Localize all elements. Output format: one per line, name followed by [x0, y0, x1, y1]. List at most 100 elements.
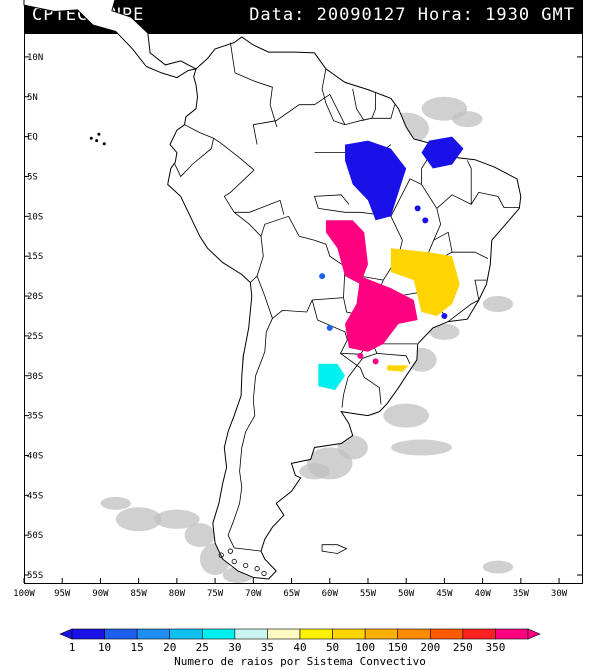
cloud-patch [391, 439, 452, 456]
small-convective-cell [357, 352, 364, 359]
lon-tick-label: 40W [474, 589, 491, 599]
country-border [377, 353, 411, 364]
galapagos-island [89, 136, 93, 140]
cloud-patch [383, 403, 429, 428]
colorbar-level-label: 40 [293, 641, 306, 654]
lon-tick-label: 70W [245, 589, 262, 599]
parana-cluster [345, 276, 418, 352]
country-border [223, 169, 264, 277]
lat-tick-label: 10S [27, 212, 43, 222]
lat-tick-label: 5N [27, 93, 38, 103]
country-border [234, 199, 285, 215]
colorbar-swatch [495, 628, 529, 640]
colorbar-level-label: 20 [163, 641, 176, 654]
lon-tick-label: 100W [13, 589, 35, 599]
mato-grosso-cluster [325, 220, 368, 285]
country-border [470, 191, 520, 209]
latitude-axis: 10N 5N EQ 5S 10S 15S 20S 25S 30S 35S 40S 45S 50S 55S [24, 53, 582, 581]
lat-tick-label: 45S [27, 491, 43, 501]
small-convective-cell [326, 324, 333, 331]
lon-tick-label: 50W [398, 589, 415, 599]
colorbar-level-label: 30 [228, 641, 241, 654]
cloud-patch [452, 111, 483, 128]
lon-tick-label: 95W [54, 589, 71, 599]
colorbar-swatch [201, 628, 236, 640]
small-convective-cell [414, 205, 421, 212]
country-border [433, 231, 453, 253]
colorbar-level-label: 25 [196, 641, 209, 654]
lon-tick-label: 60W [322, 589, 339, 599]
cloud-patch [337, 435, 368, 460]
lon-tick-label: 85W [131, 589, 148, 599]
timestamp-label: Data: 20090127 Hora: 1930 GMT [249, 5, 575, 25]
colorbar-swatch [136, 628, 171, 640]
fuegian-island [254, 566, 260, 572]
colorbar-level-label: 200 [420, 641, 440, 654]
colorbar: 1 10 15 20 25 30 35 40 50 100 150 200 250 350 [59, 628, 541, 654]
colorbar-level-label: 100 [355, 641, 375, 654]
colorbar-left-arrow [59, 628, 73, 640]
country-border [390, 178, 489, 265]
lon-tick-label: 30W [551, 589, 568, 599]
cloud-patch [115, 507, 162, 532]
colorbar-swatch [429, 628, 464, 640]
colorbar-swatch [332, 628, 366, 640]
lon-tick-label: 75W [207, 589, 224, 599]
minas-cluster [390, 248, 460, 316]
lon-tick-label: 80W [169, 589, 186, 599]
galapagos-island [97, 132, 101, 136]
country-border [230, 42, 278, 128]
convective-systems [318, 136, 464, 391]
country-border [318, 208, 403, 281]
lon-tick-label: 65W [283, 589, 300, 599]
colorbar-level-label: 250 [453, 641, 473, 654]
country-border [341, 377, 349, 408]
colorbar-level-label: 350 [485, 641, 505, 654]
lon-tick-label: 45W [436, 589, 453, 599]
cloud-patch [100, 496, 131, 510]
lon-tick-label: 55W [360, 589, 377, 599]
falklands-outline [321, 544, 348, 554]
lat-tick-label: 35S [27, 412, 43, 422]
fuegian-island [261, 570, 267, 577]
galapagos-island [95, 139, 99, 143]
colorbar-level-label: 50 [326, 641, 339, 654]
fuegian-island [227, 548, 233, 554]
colorbar-level-label: 15 [131, 641, 144, 654]
colorbar-level-label: 35 [261, 641, 274, 654]
colorbar-swatch [462, 628, 496, 640]
colorbar-swatch [397, 628, 431, 640]
lat-tick-label: EQ [27, 133, 38, 143]
cloud-patch [482, 560, 514, 574]
country-border [447, 279, 487, 322]
small-convective-cell [422, 217, 429, 224]
country-border [213, 137, 255, 171]
fuegian-island [231, 558, 237, 565]
small-convective-cell [319, 273, 326, 280]
lat-tick-label: 55S [27, 571, 43, 581]
fuegian-island [218, 552, 224, 558]
country-border [250, 275, 258, 283]
cloud-patch [482, 296, 514, 313]
lat-tick-label: 30S [27, 372, 43, 382]
country-border [252, 93, 372, 145]
colorbar-swatch [104, 628, 138, 640]
lat-tick-label: 15S [27, 252, 43, 262]
colorbar-swatch [71, 628, 105, 640]
country-border [227, 318, 273, 552]
colorbar-right-arrow [527, 628, 541, 640]
south-america-outline [167, 36, 522, 580]
country-border [313, 194, 350, 209]
small-convective-cell [441, 312, 448, 319]
country-border [174, 124, 215, 178]
lon-tick-label: 90W [92, 589, 109, 599]
country-border [352, 88, 365, 121]
country-border [321, 68, 346, 126]
colorbar-swatch [299, 628, 333, 640]
lat-tick-label: 10N [27, 53, 43, 63]
cloud-patch [429, 323, 460, 340]
small-convective-cell [372, 358, 379, 365]
colorbar-level-label: 150 [388, 641, 408, 654]
lat-tick-label: 50S [27, 531, 43, 541]
